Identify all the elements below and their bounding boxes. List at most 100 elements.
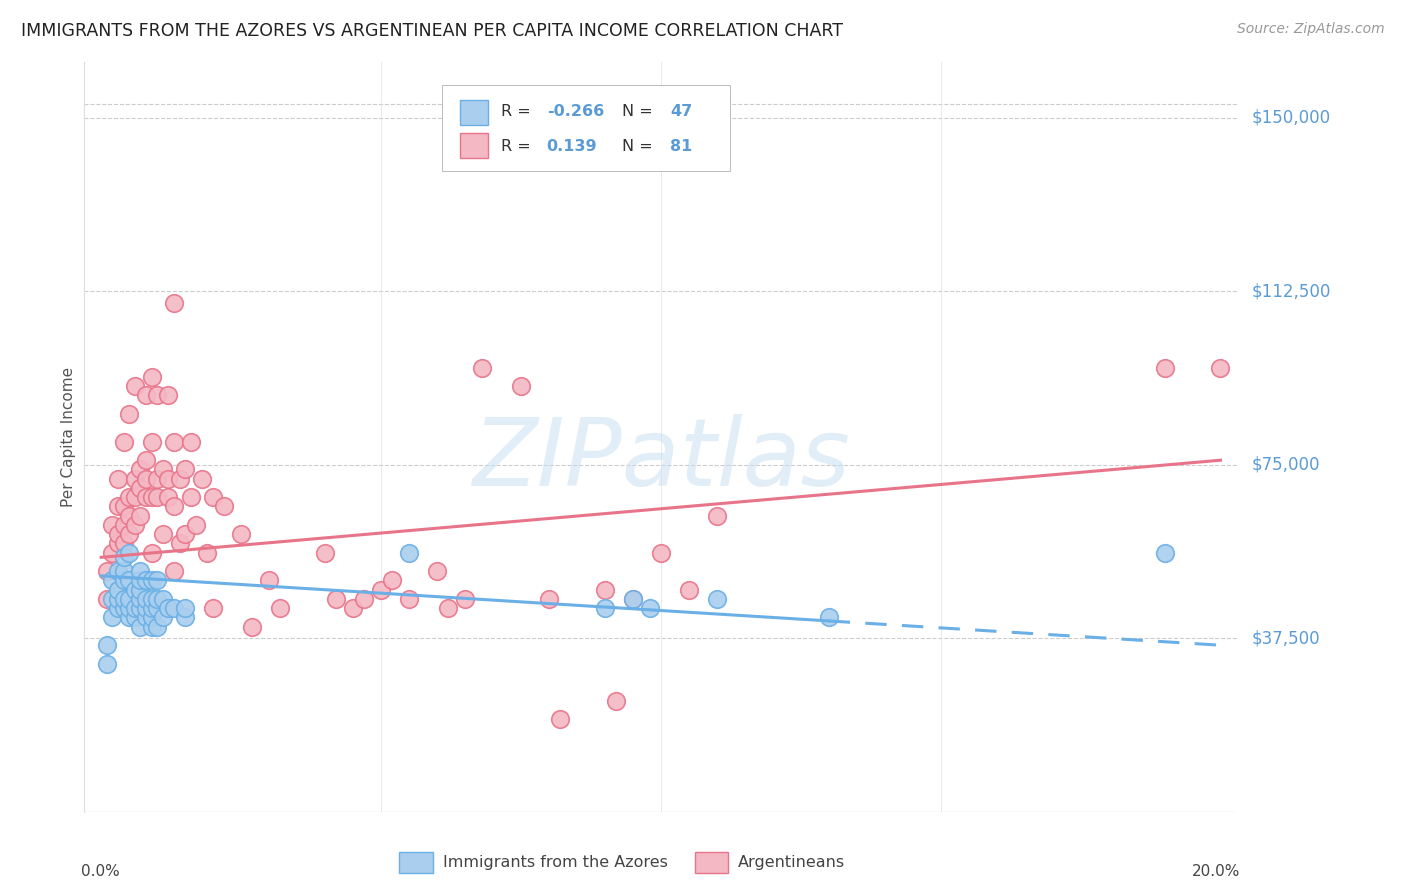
Point <box>180 490 202 504</box>
Point <box>152 610 174 624</box>
Point <box>129 508 152 523</box>
Point <box>124 518 146 533</box>
Point <box>141 370 163 384</box>
Point <box>381 574 404 588</box>
Point <box>135 610 157 624</box>
Point <box>621 591 644 606</box>
Point <box>197 546 219 560</box>
Text: Argentineans: Argentineans <box>738 855 845 870</box>
Point <box>593 601 616 615</box>
Point <box>454 591 477 606</box>
Point <box>112 591 135 606</box>
Point <box>141 601 163 615</box>
Point <box>96 564 118 578</box>
Text: 47: 47 <box>671 104 692 120</box>
Text: Source: ZipAtlas.com: Source: ZipAtlas.com <box>1237 22 1385 37</box>
Point <box>107 582 129 597</box>
Point <box>605 694 627 708</box>
Point <box>157 601 180 615</box>
Point <box>1153 360 1175 375</box>
Point <box>157 388 180 402</box>
Point <box>135 472 157 486</box>
Point <box>180 434 202 449</box>
Point <box>141 434 163 449</box>
Point <box>118 591 141 606</box>
Point <box>163 296 186 310</box>
Point <box>471 360 494 375</box>
Point <box>314 546 336 560</box>
Point <box>163 434 186 449</box>
Text: $75,000: $75,000 <box>1251 456 1320 474</box>
Point <box>135 490 157 504</box>
Point <box>101 518 124 533</box>
Point <box>135 601 157 615</box>
Point <box>174 601 197 615</box>
Point <box>124 610 146 624</box>
Point <box>96 638 118 652</box>
Text: 0.139: 0.139 <box>547 139 598 153</box>
Point <box>107 472 129 486</box>
Point <box>325 591 347 606</box>
Point <box>101 574 124 588</box>
Point <box>706 508 728 523</box>
Point <box>112 536 135 550</box>
Point <box>269 601 291 615</box>
Point <box>107 601 129 615</box>
Point <box>152 527 174 541</box>
Point <box>146 591 169 606</box>
Point <box>129 481 152 495</box>
Point <box>124 379 146 393</box>
Point <box>152 591 174 606</box>
Point <box>146 388 169 402</box>
Point <box>257 574 280 588</box>
Point <box>202 601 225 615</box>
Point <box>129 564 152 578</box>
Point <box>509 379 531 393</box>
Point <box>650 546 672 560</box>
Text: 20.0%: 20.0% <box>1192 864 1240 880</box>
Text: $37,500: $37,500 <box>1251 629 1320 648</box>
Text: 81: 81 <box>671 139 692 153</box>
Point <box>101 610 124 624</box>
Point <box>141 620 163 634</box>
Point <box>437 601 460 615</box>
Point <box>191 472 214 486</box>
Point <box>107 527 129 541</box>
Point <box>118 508 141 523</box>
Text: $112,500: $112,500 <box>1251 283 1330 301</box>
Point <box>141 591 163 606</box>
Point <box>240 620 263 634</box>
Point <box>112 434 135 449</box>
Point <box>129 620 152 634</box>
Point <box>112 518 135 533</box>
Point <box>370 582 392 597</box>
Point <box>141 546 163 560</box>
Point <box>426 564 449 578</box>
Point <box>135 574 157 588</box>
Point <box>107 591 129 606</box>
Point <box>152 462 174 476</box>
Point <box>118 527 141 541</box>
Point <box>96 591 118 606</box>
Point <box>548 712 571 726</box>
Point <box>118 610 141 624</box>
Point <box>118 407 141 421</box>
FancyBboxPatch shape <box>460 133 488 159</box>
Point <box>1209 360 1232 375</box>
FancyBboxPatch shape <box>441 85 730 171</box>
Text: 0.0%: 0.0% <box>82 864 120 880</box>
Point <box>135 388 157 402</box>
Text: $150,000: $150,000 <box>1251 109 1330 127</box>
Point <box>118 601 141 615</box>
Point <box>342 601 364 615</box>
Point <box>129 591 152 606</box>
Point <box>129 462 152 476</box>
Point <box>202 490 225 504</box>
Point <box>129 574 152 588</box>
Point <box>112 574 135 588</box>
Point <box>398 546 420 560</box>
Point <box>124 601 146 615</box>
Point <box>678 582 700 597</box>
Point <box>157 490 180 504</box>
Point <box>146 574 169 588</box>
